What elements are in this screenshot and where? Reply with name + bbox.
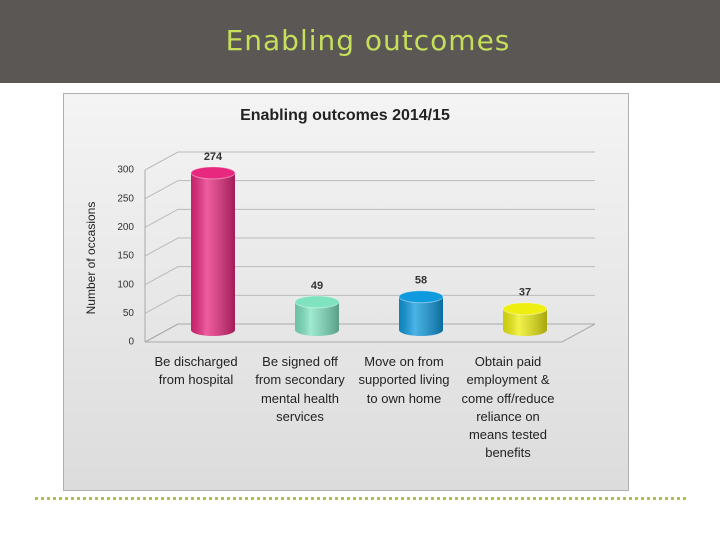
grid-line bbox=[144, 208, 595, 228]
y-tick-label: 50 bbox=[123, 308, 135, 319]
y-tick-label: 0 bbox=[128, 337, 134, 348]
y-tick-label: 200 bbox=[117, 222, 134, 233]
floor bbox=[144, 323, 596, 343]
header bbox=[0, 0, 720, 83]
y-tick-label: 150 bbox=[117, 251, 134, 262]
bar bbox=[398, 290, 444, 336]
y-tick-label: 100 bbox=[117, 279, 134, 290]
grid-line bbox=[144, 237, 595, 257]
value-label: 49 bbox=[311, 280, 323, 292]
x-tick-label: Obtain paid employment & come off/reduce… bbox=[461, 354, 555, 461]
chart-title: Enabling outcomes 2014/15 bbox=[240, 107, 450, 124]
y-tick-label: 250 bbox=[117, 193, 134, 204]
value-label: 58 bbox=[415, 275, 427, 287]
value-label: 274 bbox=[204, 151, 223, 163]
bar bbox=[190, 166, 236, 336]
y-tick-label: 300 bbox=[117, 165, 134, 176]
x-tick-label: Be signed off from secondary mental heal… bbox=[255, 354, 345, 424]
y-axis-label: Number of occasions bbox=[84, 202, 98, 315]
x-tick-label: Be discharged from hospital bbox=[154, 354, 238, 388]
grid-line bbox=[144, 151, 595, 171]
x-tick-label: Move on from supported living to own hom… bbox=[358, 354, 450, 406]
grid-line bbox=[144, 180, 595, 200]
grid-line bbox=[144, 266, 595, 286]
divider bbox=[35, 497, 686, 500]
bar bbox=[294, 295, 340, 336]
grid-line bbox=[144, 294, 595, 314]
slide-title: Enabling outcomes bbox=[225, 24, 511, 57]
chart-frame bbox=[63, 93, 629, 491]
value-label: 37 bbox=[519, 287, 531, 299]
bar bbox=[502, 302, 548, 336]
